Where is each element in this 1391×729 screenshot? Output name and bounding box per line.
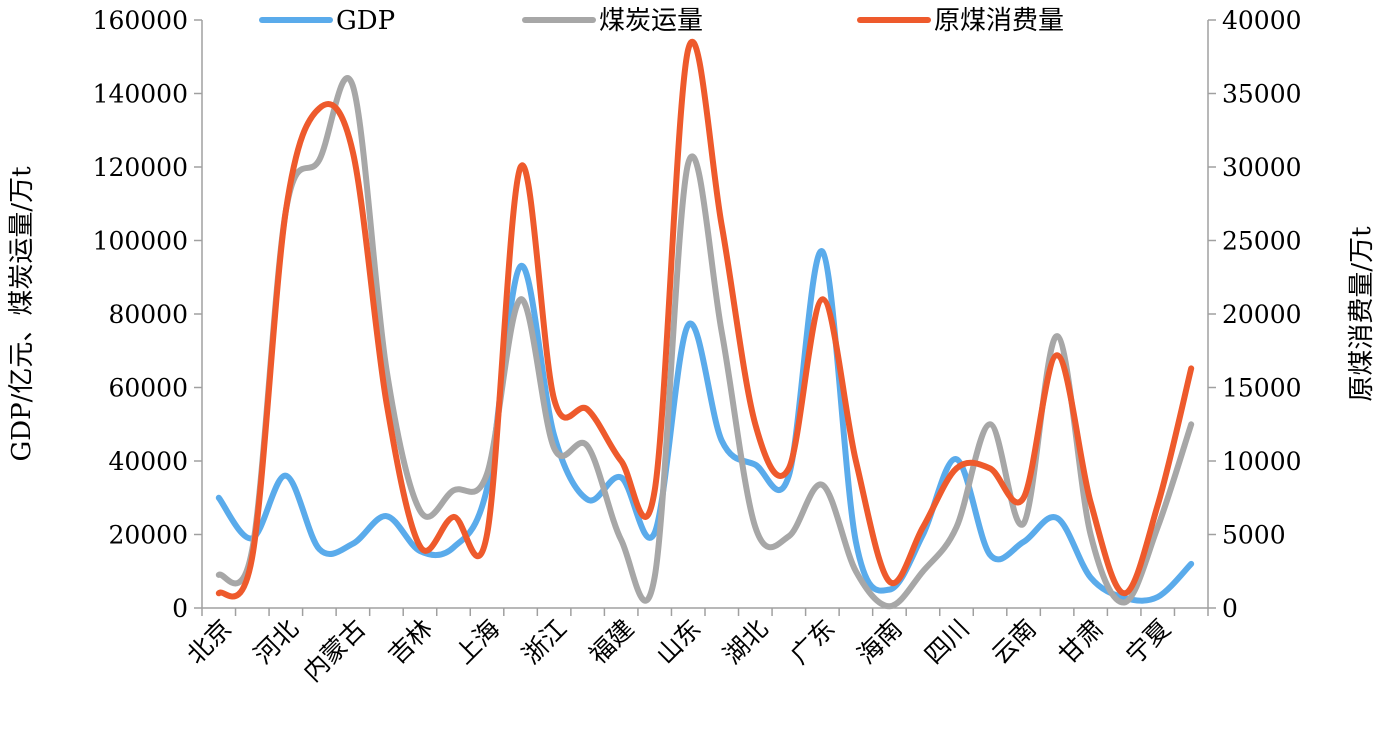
left-y-tick-label: 20000 — [108, 521, 188, 550]
x-category-label: 内蒙古 — [298, 614, 372, 688]
legend-label-1: GDP — [336, 6, 395, 36]
series-line-3 — [215, 38, 1195, 600]
right-y-tick-label: 0 — [1222, 594, 1238, 623]
left-y-tick-label: 160000 — [93, 6, 188, 35]
x-category-label: 甘肃 — [1053, 614, 1109, 670]
left-y-ticks: 0 20000 40000 60000 80000 100000 120000 140000 1… — [93, 6, 202, 623]
series-lines — [215, 38, 1195, 610]
legend-label-2: 煤炭运量 — [599, 6, 703, 36]
right-y-tick-label: 15000 — [1222, 374, 1302, 403]
left-y-tick-label: 120000 — [93, 153, 188, 182]
x-category-label: 四川 — [919, 614, 975, 670]
left-y-tick-label: 0 — [172, 594, 188, 623]
right-y-tick-label: 40000 — [1222, 6, 1302, 35]
x-category-label: 海南 — [852, 614, 908, 670]
right-y-tick-label: 25000 — [1222, 227, 1302, 256]
series-line-2 — [215, 75, 1195, 610]
left-y-tick-label: 140000 — [93, 80, 188, 109]
x-category-label: 北京 — [181, 614, 237, 670]
x-category-label: 福建 — [584, 614, 640, 670]
x-category-label: 湖北 — [718, 614, 774, 670]
legend-label-3: 原煤消费量 — [934, 6, 1064, 36]
x-category-label: 上海 — [449, 614, 505, 670]
left-y-axis-title: GDP/亿元、煤炭运量/万t — [7, 166, 37, 462]
left-y-tick-label: 80000 — [108, 300, 188, 329]
x-category-label: 山东 — [651, 614, 707, 670]
right-y-tick-label: 35000 — [1222, 80, 1302, 109]
left-y-tick-label: 40000 — [108, 447, 188, 476]
right-y-axis-title: 原煤消费量/万t — [1347, 226, 1377, 402]
right-y-ticks: 0 5000 10000 15000 20000 25000 30000 35000 40000 — [1208, 6, 1302, 623]
right-y-tick-label: 10000 — [1222, 447, 1302, 476]
legend: GDP 煤炭运量 原煤消费量 — [259, 6, 1064, 36]
left-y-tick-label: 100000 — [93, 227, 188, 256]
left-y-tick-label: 60000 — [108, 374, 188, 403]
x-category-label: 河北 — [248, 614, 304, 670]
right-y-tick-label: 30000 — [1222, 153, 1302, 182]
x-category-label: 吉林 — [382, 614, 438, 670]
x-category-label: 云南 — [986, 614, 1042, 670]
right-y-tick-label: 20000 — [1222, 300, 1302, 329]
x-category-label: 浙江 — [516, 614, 572, 670]
right-y-tick-label: 5000 — [1222, 521, 1286, 550]
x-category-label: 宁夏 — [1120, 614, 1176, 670]
x-category-label: 广东 — [785, 614, 841, 670]
series-line-1 — [215, 248, 1195, 604]
